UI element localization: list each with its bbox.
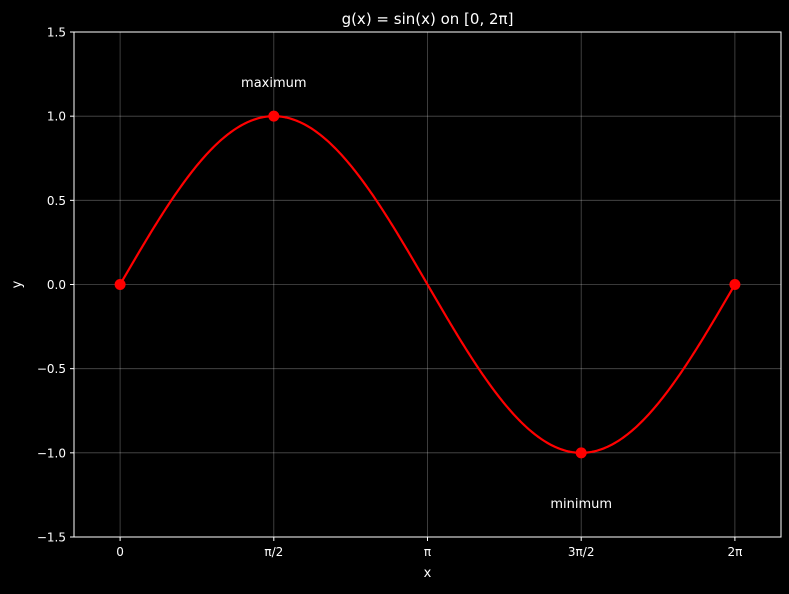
annotation-layer: maximum minimum: [241, 76, 612, 512]
y-axis-label: y: [10, 280, 25, 288]
annotation-maximum: maximum: [241, 76, 307, 91]
chart-title: g(x) = sin(x) on [0, 2π]: [342, 10, 514, 28]
point-marker: [114, 279, 126, 290]
y-tick-label: −1.5: [37, 531, 66, 545]
point-marker: [729, 279, 741, 290]
point-marker: [268, 110, 280, 122]
y-tick-label: 1.5: [47, 26, 66, 40]
marker-layer: [114, 110, 741, 459]
curve-layer: [119, 115, 736, 454]
x-tick-label: π: [424, 545, 431, 559]
point-marker: [575, 447, 587, 459]
x-tick-label: π/2: [264, 545, 283, 559]
tick-layer: 0 π/2 π 3π/2 2π −1.5 −1.0 −0.5 0.0 0.5 1.0 1.5: [37, 26, 742, 560]
x-axis-label: x: [424, 566, 432, 581]
x-tick-label: 2π: [727, 545, 742, 559]
x-tick-label: 3π/2: [568, 545, 595, 559]
y-tick-label: 1.0: [47, 110, 66, 124]
annotation-minimum: minimum: [550, 497, 612, 512]
sine-curve: [119, 115, 736, 454]
y-tick-label: 0.5: [47, 194, 66, 208]
y-tick-label: −1.0: [37, 446, 66, 460]
y-tick-label: 0.0: [47, 278, 66, 292]
x-tick-label: 0: [116, 545, 124, 559]
y-tick-label: −0.5: [37, 362, 66, 376]
